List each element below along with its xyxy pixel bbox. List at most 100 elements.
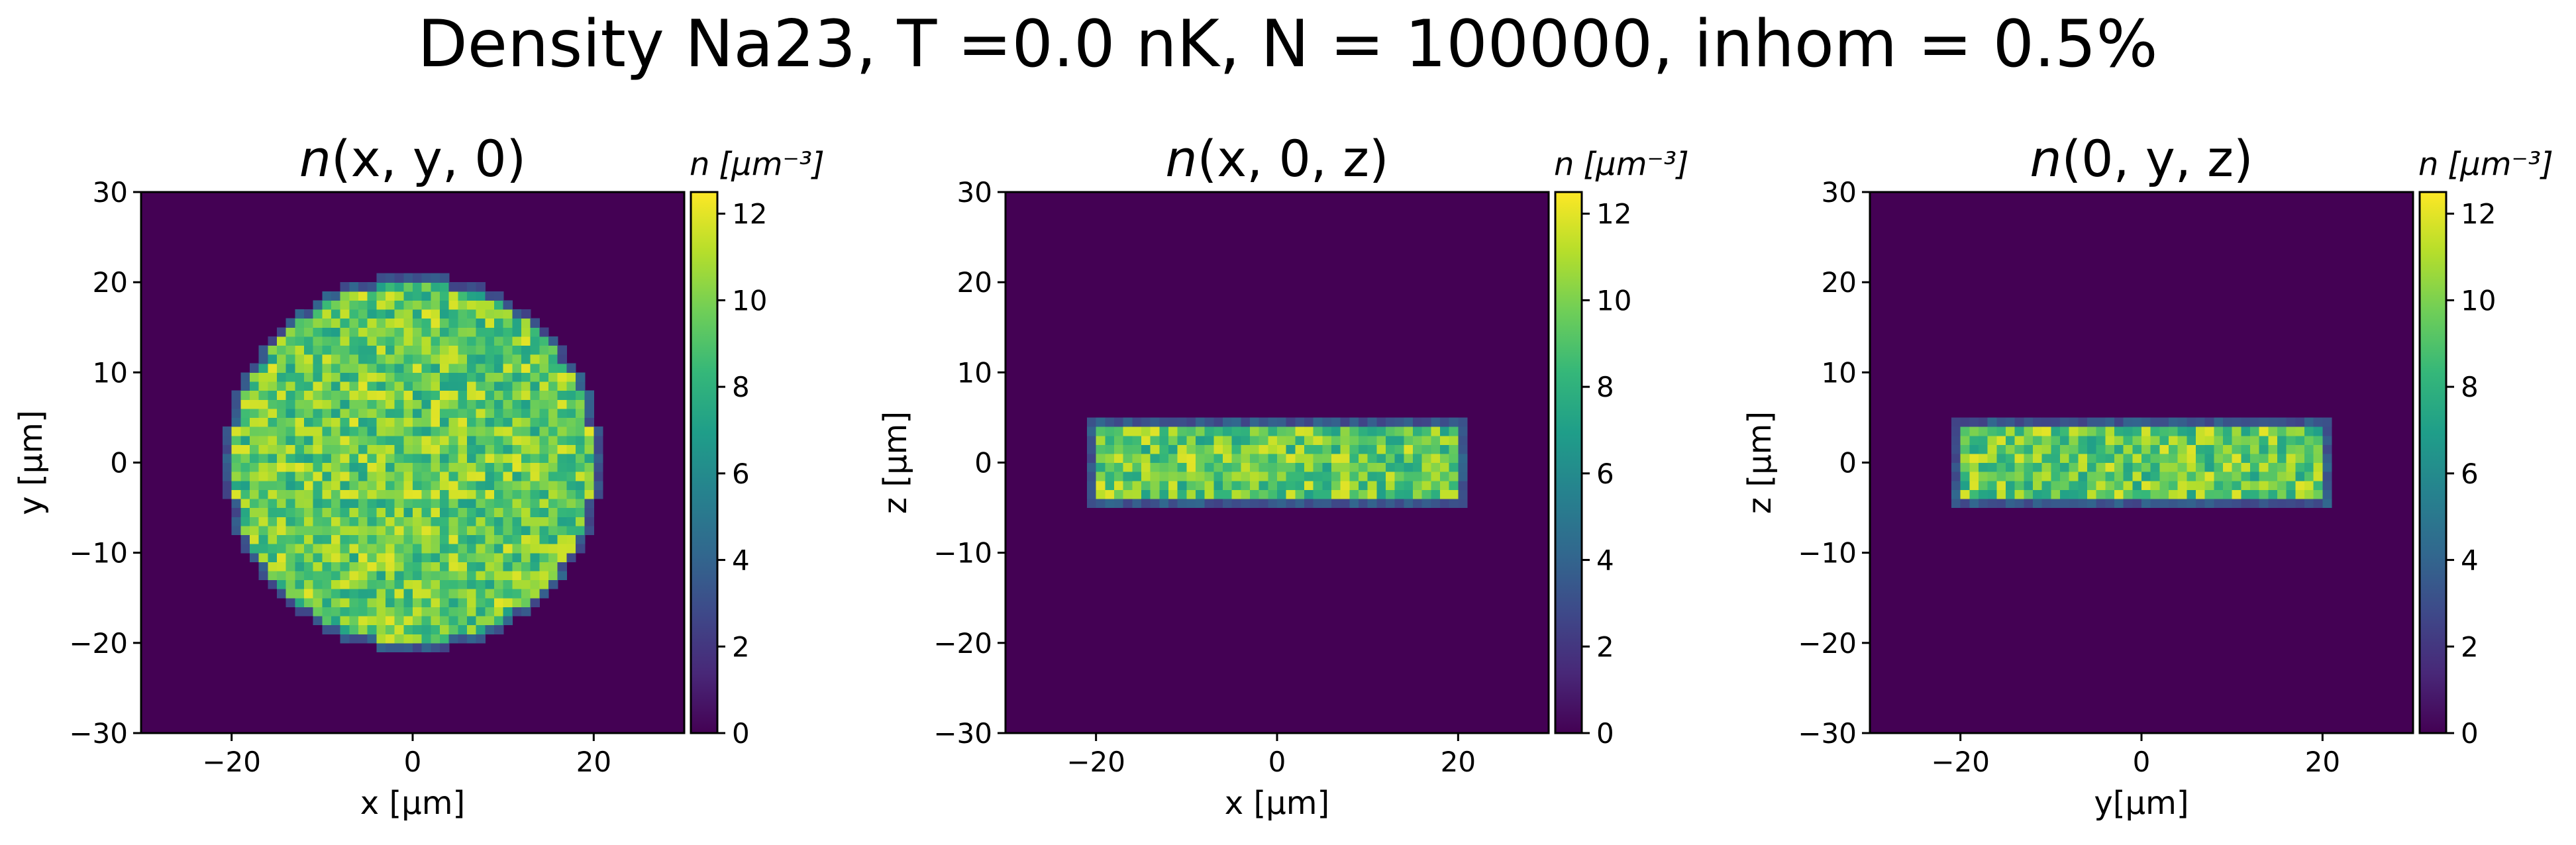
heatmap-cell <box>1241 498 1251 509</box>
heatmap-cell <box>1132 417 1142 427</box>
heatmap-cell <box>2014 453 2024 464</box>
heatmap-cell <box>1286 472 1296 481</box>
heatmap-cell <box>2313 435 2323 445</box>
heatmap-cell <box>231 507 241 517</box>
heatmap-cell <box>2069 453 2079 464</box>
heatmap-cell <box>331 534 341 544</box>
heatmap-cell <box>313 544 323 554</box>
heatmap-cell <box>349 444 359 454</box>
heatmap-cell <box>349 525 359 536</box>
heatmap-cell <box>1087 444 1097 454</box>
heatmap-cell <box>521 552 531 562</box>
heatmap-cell <box>448 472 458 481</box>
heatmap-cell <box>313 372 323 382</box>
heatmap-cell <box>494 408 504 419</box>
heatmap-cell <box>1331 498 1341 509</box>
heatmap-cell <box>376 318 386 328</box>
heatmap-cell <box>394 607 404 617</box>
heatmap-cell <box>512 336 522 346</box>
heatmap-cell <box>2041 480 2051 490</box>
heatmap-cell <box>349 462 359 472</box>
heatmap-cell <box>376 291 386 301</box>
heatmap-cell <box>576 444 586 454</box>
heatmap-cell <box>403 597 413 607</box>
heatmap-cell <box>386 426 395 436</box>
heatmap-cell <box>467 408 477 419</box>
heatmap-cell <box>2295 444 2305 454</box>
heatmap-cell <box>1386 444 1396 454</box>
heatmap-cell <box>548 435 558 445</box>
heatmap-cell <box>593 462 603 472</box>
heatmap-cell <box>1123 462 1133 472</box>
heatmap-cell <box>1186 453 1196 464</box>
panel-title: n(x, y, 0) <box>299 129 526 188</box>
heatmap-cell <box>512 318 522 328</box>
heatmap-cell <box>476 517 486 526</box>
heatmap-cell <box>2060 472 2070 481</box>
heatmap-cell <box>1458 462 1468 472</box>
heatmap-cell <box>322 390 332 400</box>
heatmap-cell <box>285 517 295 526</box>
heatmap-cell <box>440 507 450 517</box>
heatmap-cell <box>367 589 377 599</box>
heatmap-cell <box>2169 498 2179 509</box>
heatmap-cell <box>367 444 377 454</box>
heatmap-cell <box>1413 426 1423 436</box>
colorbar-label-variable: n <box>1554 146 1574 183</box>
heatmap-cell <box>403 345 413 355</box>
heatmap-cell <box>1404 426 1414 436</box>
heatmap-cell <box>584 517 594 526</box>
heatmap-cell <box>593 453 603 464</box>
heatmap-cell <box>386 435 395 445</box>
heatmap-cell <box>250 472 260 481</box>
heatmap-cell <box>2051 462 2061 472</box>
heatmap-cell <box>2204 498 2214 509</box>
heatmap-cell <box>576 489 586 499</box>
heatmap-cell <box>1421 498 1431 509</box>
heatmap-cell <box>386 372 395 382</box>
heatmap-cell <box>386 273 395 283</box>
heatmap-cell <box>403 372 413 382</box>
y-tick-label: 10 <box>957 356 992 389</box>
heatmap-cell <box>285 597 295 607</box>
heatmap-cell <box>1177 489 1187 499</box>
heatmap-cell <box>295 363 305 373</box>
heatmap-cell <box>1123 435 1133 445</box>
heatmap-cell <box>476 390 486 400</box>
heatmap-cell <box>331 318 341 328</box>
heatmap-cell <box>467 570 477 581</box>
heatmap-cell <box>1087 489 1097 499</box>
heatmap-cell <box>485 417 495 427</box>
heatmap-cell <box>1186 435 1196 445</box>
heatmap-cell <box>1951 417 1961 427</box>
heatmap-cell <box>576 507 586 517</box>
heatmap-cell <box>258 363 268 373</box>
heatmap-cell <box>485 489 495 499</box>
heatmap-cell <box>512 544 522 554</box>
heatmap-cell <box>1259 444 1268 454</box>
heatmap-cell <box>1386 498 1396 509</box>
heatmap-cell <box>250 525 260 536</box>
heatmap-cell <box>1132 444 1142 454</box>
heatmap-cell <box>1979 472 1988 481</box>
heatmap-cell <box>223 453 232 464</box>
heatmap-cell <box>421 634 431 644</box>
heatmap-cell <box>304 480 314 490</box>
heatmap-cell <box>1404 435 1414 445</box>
heatmap-cell <box>1087 498 1097 509</box>
heatmap-cell <box>485 318 495 328</box>
heatmap-cell <box>530 435 540 445</box>
heatmap-cell <box>313 327 323 337</box>
heatmap-cell <box>313 534 323 544</box>
heatmap-cell <box>367 607 377 617</box>
heatmap-cell <box>349 327 359 337</box>
heatmap-cell <box>349 624 359 634</box>
heatmap-cell <box>413 354 423 364</box>
heatmap-cell <box>413 624 423 634</box>
heatmap-cell <box>1421 417 1431 427</box>
heatmap-cell <box>1132 426 1142 436</box>
heatmap-cell <box>467 552 477 562</box>
heatmap-cell <box>1449 489 1459 499</box>
heatmap-cell <box>503 444 513 454</box>
heatmap-cell <box>277 507 287 517</box>
